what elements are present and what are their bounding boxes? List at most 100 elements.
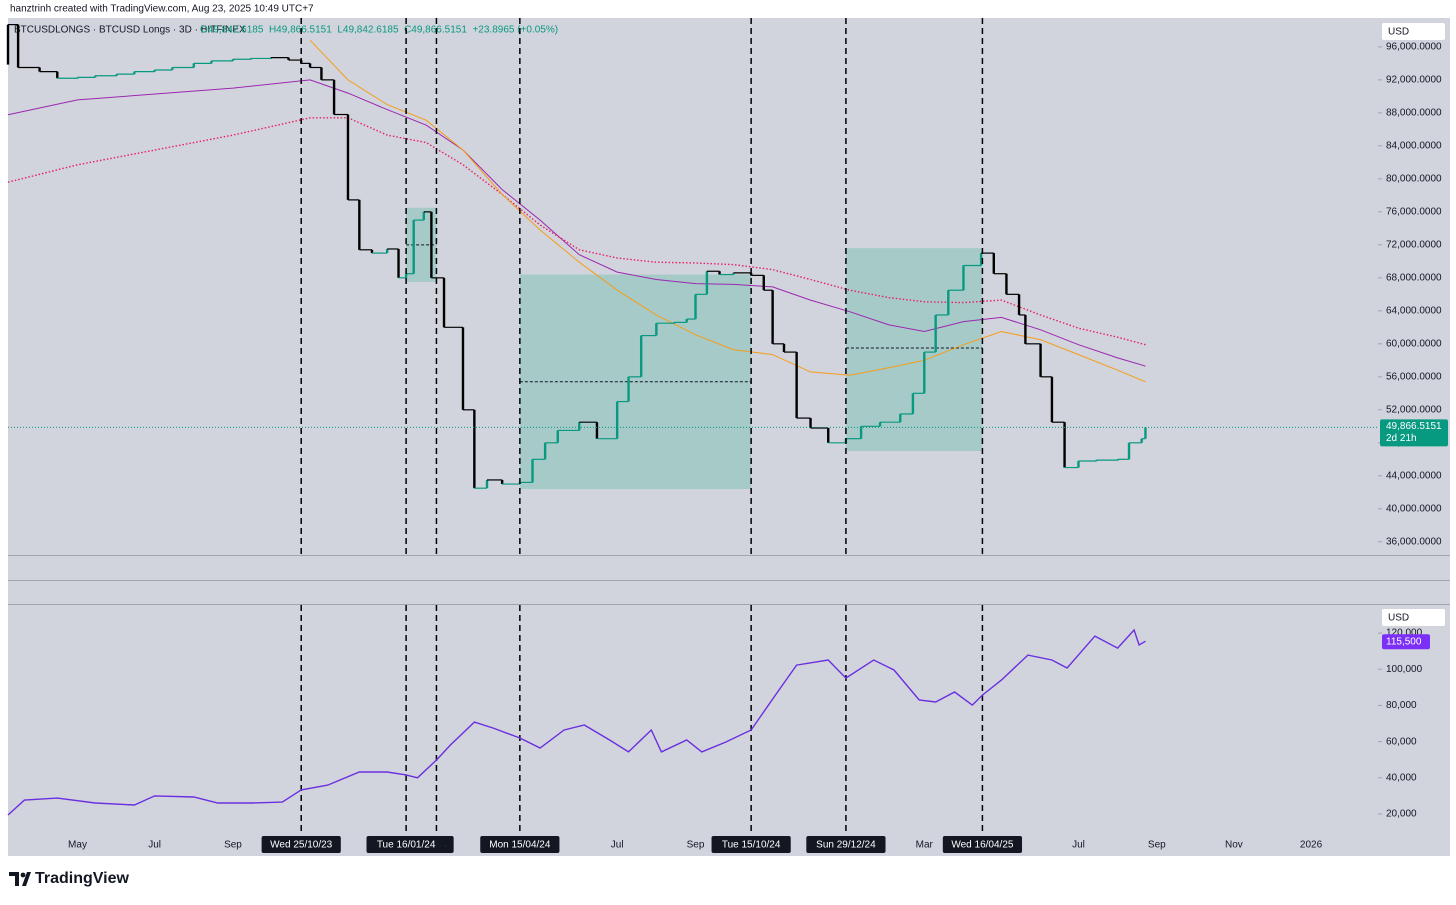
candle	[1017, 294, 1021, 315]
candle	[795, 352, 798, 419]
marker-label: Tue 15/10/24	[722, 840, 781, 851]
x-tick-label: Sep	[224, 840, 242, 851]
candle	[655, 323, 658, 336]
last-price-label: 115,500	[1386, 636, 1422, 647]
y-tick-label: 96,000.0000	[1386, 42, 1442, 53]
x-tick-label: Sep	[1148, 840, 1166, 851]
y-tick-label: 56,000.0000	[1386, 371, 1442, 382]
candle	[979, 253, 983, 266]
candle	[934, 314, 937, 353]
candle	[210, 60, 213, 64]
candle	[543, 442, 547, 460]
candle	[1005, 273, 1008, 295]
candle	[461, 327, 465, 410]
x-tick-label: Jul	[1072, 840, 1085, 851]
candle	[473, 409, 476, 489]
y-tick-label: 120,000	[1386, 628, 1423, 639]
marker-tag	[366, 836, 446, 853]
candle	[809, 418, 812, 428]
candle	[346, 114, 350, 200]
candle	[1140, 438, 1143, 443]
last-price-tag	[1382, 634, 1430, 650]
candle	[1144, 427, 1147, 439]
x-tick-label: Jul	[148, 840, 161, 851]
y-tick-label: 88,000.0000	[1386, 108, 1442, 119]
candle	[385, 248, 389, 254]
candle	[749, 272, 753, 276]
candle	[404, 273, 408, 278]
candle	[133, 71, 136, 75]
candle	[694, 294, 697, 320]
y-tick-label: 76,000.0000	[1386, 206, 1442, 217]
candle	[320, 67, 323, 80]
marker-label: Wed 16/04/25	[951, 840, 1014, 851]
last-price-tag	[1380, 419, 1448, 447]
y-tick-label: 80,000.0000	[1386, 173, 1442, 184]
candle	[911, 393, 915, 414]
candle	[358, 199, 361, 250]
marker-tag	[806, 836, 886, 853]
x-tick-label: May	[68, 840, 87, 851]
position-zone	[845, 248, 983, 452]
y-tick-label: 64,000.0000	[1386, 305, 1442, 316]
candle	[718, 271, 721, 275]
unit-box	[1382, 23, 1445, 40]
candle	[397, 248, 400, 278]
candle	[782, 343, 786, 353]
y-tick-label: 84,000.0000	[1386, 140, 1442, 151]
candle	[685, 319, 688, 323]
candle	[269, 57, 273, 59]
y-tick-label: 40,000.0000	[1386, 503, 1442, 514]
y-tick-label: 68,000.0000	[1386, 272, 1442, 283]
y-tick-label: 44,000.0000	[1386, 470, 1442, 481]
candle	[231, 59, 235, 61]
candle	[992, 253, 995, 274]
y-tick-label: 80,000	[1386, 700, 1417, 711]
candle	[370, 249, 374, 254]
candle	[287, 57, 290, 61]
last-price-label: 49,866.5151	[1386, 421, 1442, 432]
candle	[1024, 314, 1027, 344]
marker-tag	[711, 836, 791, 853]
unit: USD	[1388, 27, 1409, 38]
series-line	[7, 79, 1146, 367]
x-tick-label: Nov	[1225, 840, 1243, 851]
series-line	[309, 39, 1146, 383]
candle	[430, 211, 433, 278]
series-line	[7, 117, 1146, 346]
candle	[153, 69, 156, 72]
candle	[249, 58, 252, 60]
y-tick-label: 100,000	[1386, 664, 1423, 675]
candle	[859, 426, 863, 439]
unit: USD	[1388, 613, 1409, 624]
candle	[56, 71, 59, 79]
x-tick-label: Mar	[916, 840, 934, 851]
candle	[171, 67, 174, 70]
candle	[422, 211, 426, 221]
candle	[771, 290, 774, 344]
x-tick-label: Jul	[611, 840, 624, 851]
candle	[1063, 422, 1066, 468]
candle	[1050, 376, 1054, 423]
candle	[1127, 442, 1131, 460]
candle	[827, 427, 830, 443]
marker-tag	[942, 836, 1023, 853]
x-tick-label: Sep	[687, 840, 705, 851]
candle	[639, 335, 643, 377]
candle	[899, 413, 902, 423]
candle	[115, 74, 118, 76]
series-line	[7, 628, 1146, 816]
marker-tag	[480, 836, 560, 853]
candle	[6, 24, 10, 65]
candle	[412, 220, 415, 274]
brand: TradingView	[35, 870, 130, 887]
x-tick-label: 2026	[1300, 840, 1323, 851]
candle	[923, 352, 926, 394]
created-note: hanztrinh created with TradingView.com, …	[10, 4, 314, 15]
candle	[732, 272, 735, 275]
y-tick-label: 92,000.0000	[1386, 75, 1442, 86]
candle	[962, 265, 965, 291]
y-tick-label: 20,000	[1386, 809, 1417, 820]
candle	[615, 401, 619, 439]
